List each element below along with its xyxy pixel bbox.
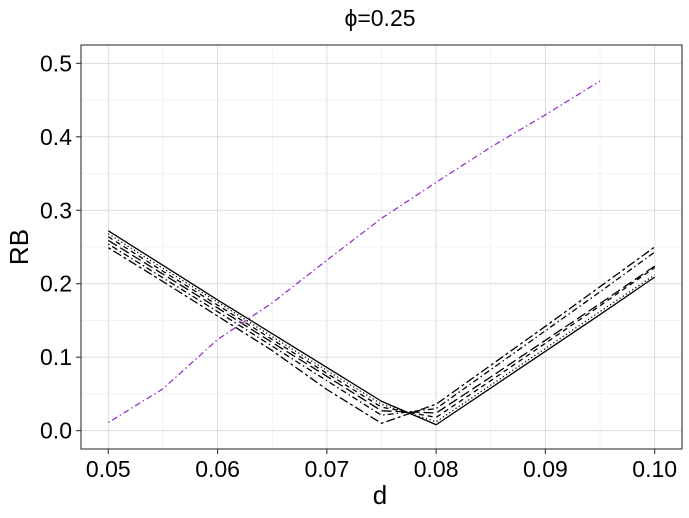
series-line-7 bbox=[107, 80, 601, 424]
x-tick-label: 0.06 bbox=[195, 456, 240, 482]
series-line-5 bbox=[107, 243, 656, 416]
series-line-1 bbox=[107, 230, 656, 426]
y-tick-label: 0.2 bbox=[40, 271, 72, 297]
x-tick-label: 0.07 bbox=[304, 456, 349, 482]
series-line-3 bbox=[107, 236, 656, 419]
major-gridlines bbox=[81, 45, 682, 449]
x-tick-label: 0.08 bbox=[414, 456, 459, 482]
y-tick-label: 0.0 bbox=[40, 418, 72, 444]
y-tick-label: 0.1 bbox=[40, 344, 72, 370]
series-line-4 bbox=[107, 239, 656, 414]
series-line-6 bbox=[107, 246, 656, 424]
x-axis: 0.05 0.06 0.07 0.08 0.09 0.10 bbox=[86, 449, 677, 482]
y-axis-label: RB bbox=[4, 229, 34, 265]
x-axis-label: d bbox=[373, 480, 387, 510]
y-tick-label: 0.3 bbox=[40, 197, 72, 223]
panel-border bbox=[80, 44, 683, 450]
y-tick-label: 0.4 bbox=[40, 124, 72, 150]
series-layer bbox=[107, 80, 656, 426]
y-tick-label: 0.5 bbox=[40, 50, 72, 76]
chart-title: ϕ=0.25 bbox=[344, 5, 415, 31]
series-line-2 bbox=[107, 233, 656, 423]
minor-gridlines bbox=[81, 45, 682, 449]
x-tick-label: 0.05 bbox=[86, 456, 131, 482]
x-tick-label: 0.09 bbox=[523, 456, 568, 482]
y-axis: 0.0 0.1 0.2 0.3 0.4 0.5 bbox=[40, 50, 81, 444]
x-tick-label: 0.10 bbox=[632, 456, 677, 482]
plot-panel bbox=[80, 44, 683, 450]
